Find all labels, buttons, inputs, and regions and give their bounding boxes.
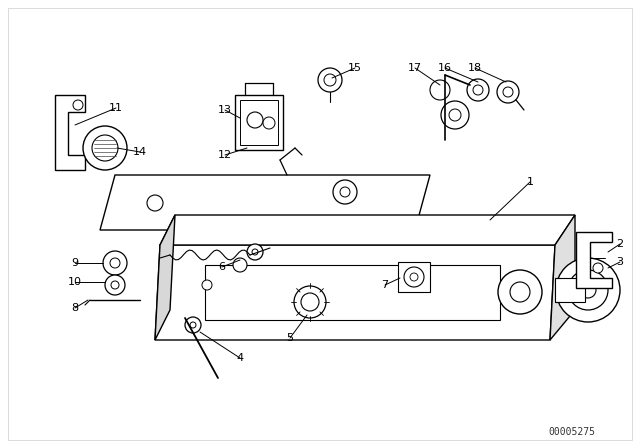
Text: 7: 7 xyxy=(381,280,388,290)
Text: 10: 10 xyxy=(68,277,82,287)
Circle shape xyxy=(185,317,201,333)
Bar xyxy=(205,265,500,320)
Circle shape xyxy=(92,135,118,161)
Polygon shape xyxy=(155,245,555,340)
Text: 16: 16 xyxy=(438,63,452,73)
Circle shape xyxy=(110,258,120,268)
Text: 4: 4 xyxy=(236,353,244,363)
Circle shape xyxy=(324,74,336,86)
Circle shape xyxy=(410,273,418,281)
Circle shape xyxy=(498,270,542,314)
Circle shape xyxy=(103,251,127,275)
Text: 6: 6 xyxy=(218,262,225,272)
Bar xyxy=(398,262,430,292)
Circle shape xyxy=(73,100,83,110)
Bar xyxy=(555,278,585,302)
Text: 13: 13 xyxy=(218,105,232,115)
Polygon shape xyxy=(550,215,575,340)
Circle shape xyxy=(202,280,212,290)
Circle shape xyxy=(404,267,424,287)
Text: 12: 12 xyxy=(218,150,232,160)
Bar xyxy=(240,100,278,145)
Circle shape xyxy=(233,258,247,272)
Text: 00005275: 00005275 xyxy=(548,427,595,437)
Circle shape xyxy=(111,281,119,289)
Circle shape xyxy=(340,187,350,197)
Circle shape xyxy=(430,80,450,100)
Circle shape xyxy=(473,85,483,95)
Circle shape xyxy=(449,109,461,121)
Circle shape xyxy=(83,126,127,170)
Text: 15: 15 xyxy=(348,63,362,73)
Circle shape xyxy=(441,101,469,129)
Text: 9: 9 xyxy=(72,258,79,268)
Text: 14: 14 xyxy=(133,147,147,157)
Circle shape xyxy=(510,282,530,302)
Circle shape xyxy=(497,81,519,103)
Circle shape xyxy=(263,117,275,129)
Circle shape xyxy=(580,282,596,298)
Circle shape xyxy=(105,275,125,295)
Circle shape xyxy=(252,249,258,255)
Circle shape xyxy=(294,286,326,318)
Polygon shape xyxy=(576,232,612,288)
Text: 18: 18 xyxy=(468,63,482,73)
Polygon shape xyxy=(100,175,430,230)
Circle shape xyxy=(247,244,263,260)
Circle shape xyxy=(247,112,263,128)
Circle shape xyxy=(147,195,163,211)
Circle shape xyxy=(568,270,608,310)
Circle shape xyxy=(318,68,342,92)
Polygon shape xyxy=(155,215,175,340)
Text: 1: 1 xyxy=(527,177,534,187)
Circle shape xyxy=(556,258,620,322)
Polygon shape xyxy=(160,215,575,245)
Circle shape xyxy=(467,79,489,101)
Text: 17: 17 xyxy=(408,63,422,73)
Circle shape xyxy=(333,180,357,204)
Text: 8: 8 xyxy=(72,303,79,313)
Circle shape xyxy=(301,293,319,311)
Circle shape xyxy=(593,263,603,273)
Circle shape xyxy=(503,87,513,97)
Bar xyxy=(235,95,283,150)
Circle shape xyxy=(190,322,196,328)
Text: 3: 3 xyxy=(616,257,623,267)
Text: 5: 5 xyxy=(287,333,294,343)
Polygon shape xyxy=(55,95,85,170)
Text: 11: 11 xyxy=(109,103,123,113)
Text: 2: 2 xyxy=(616,239,623,249)
